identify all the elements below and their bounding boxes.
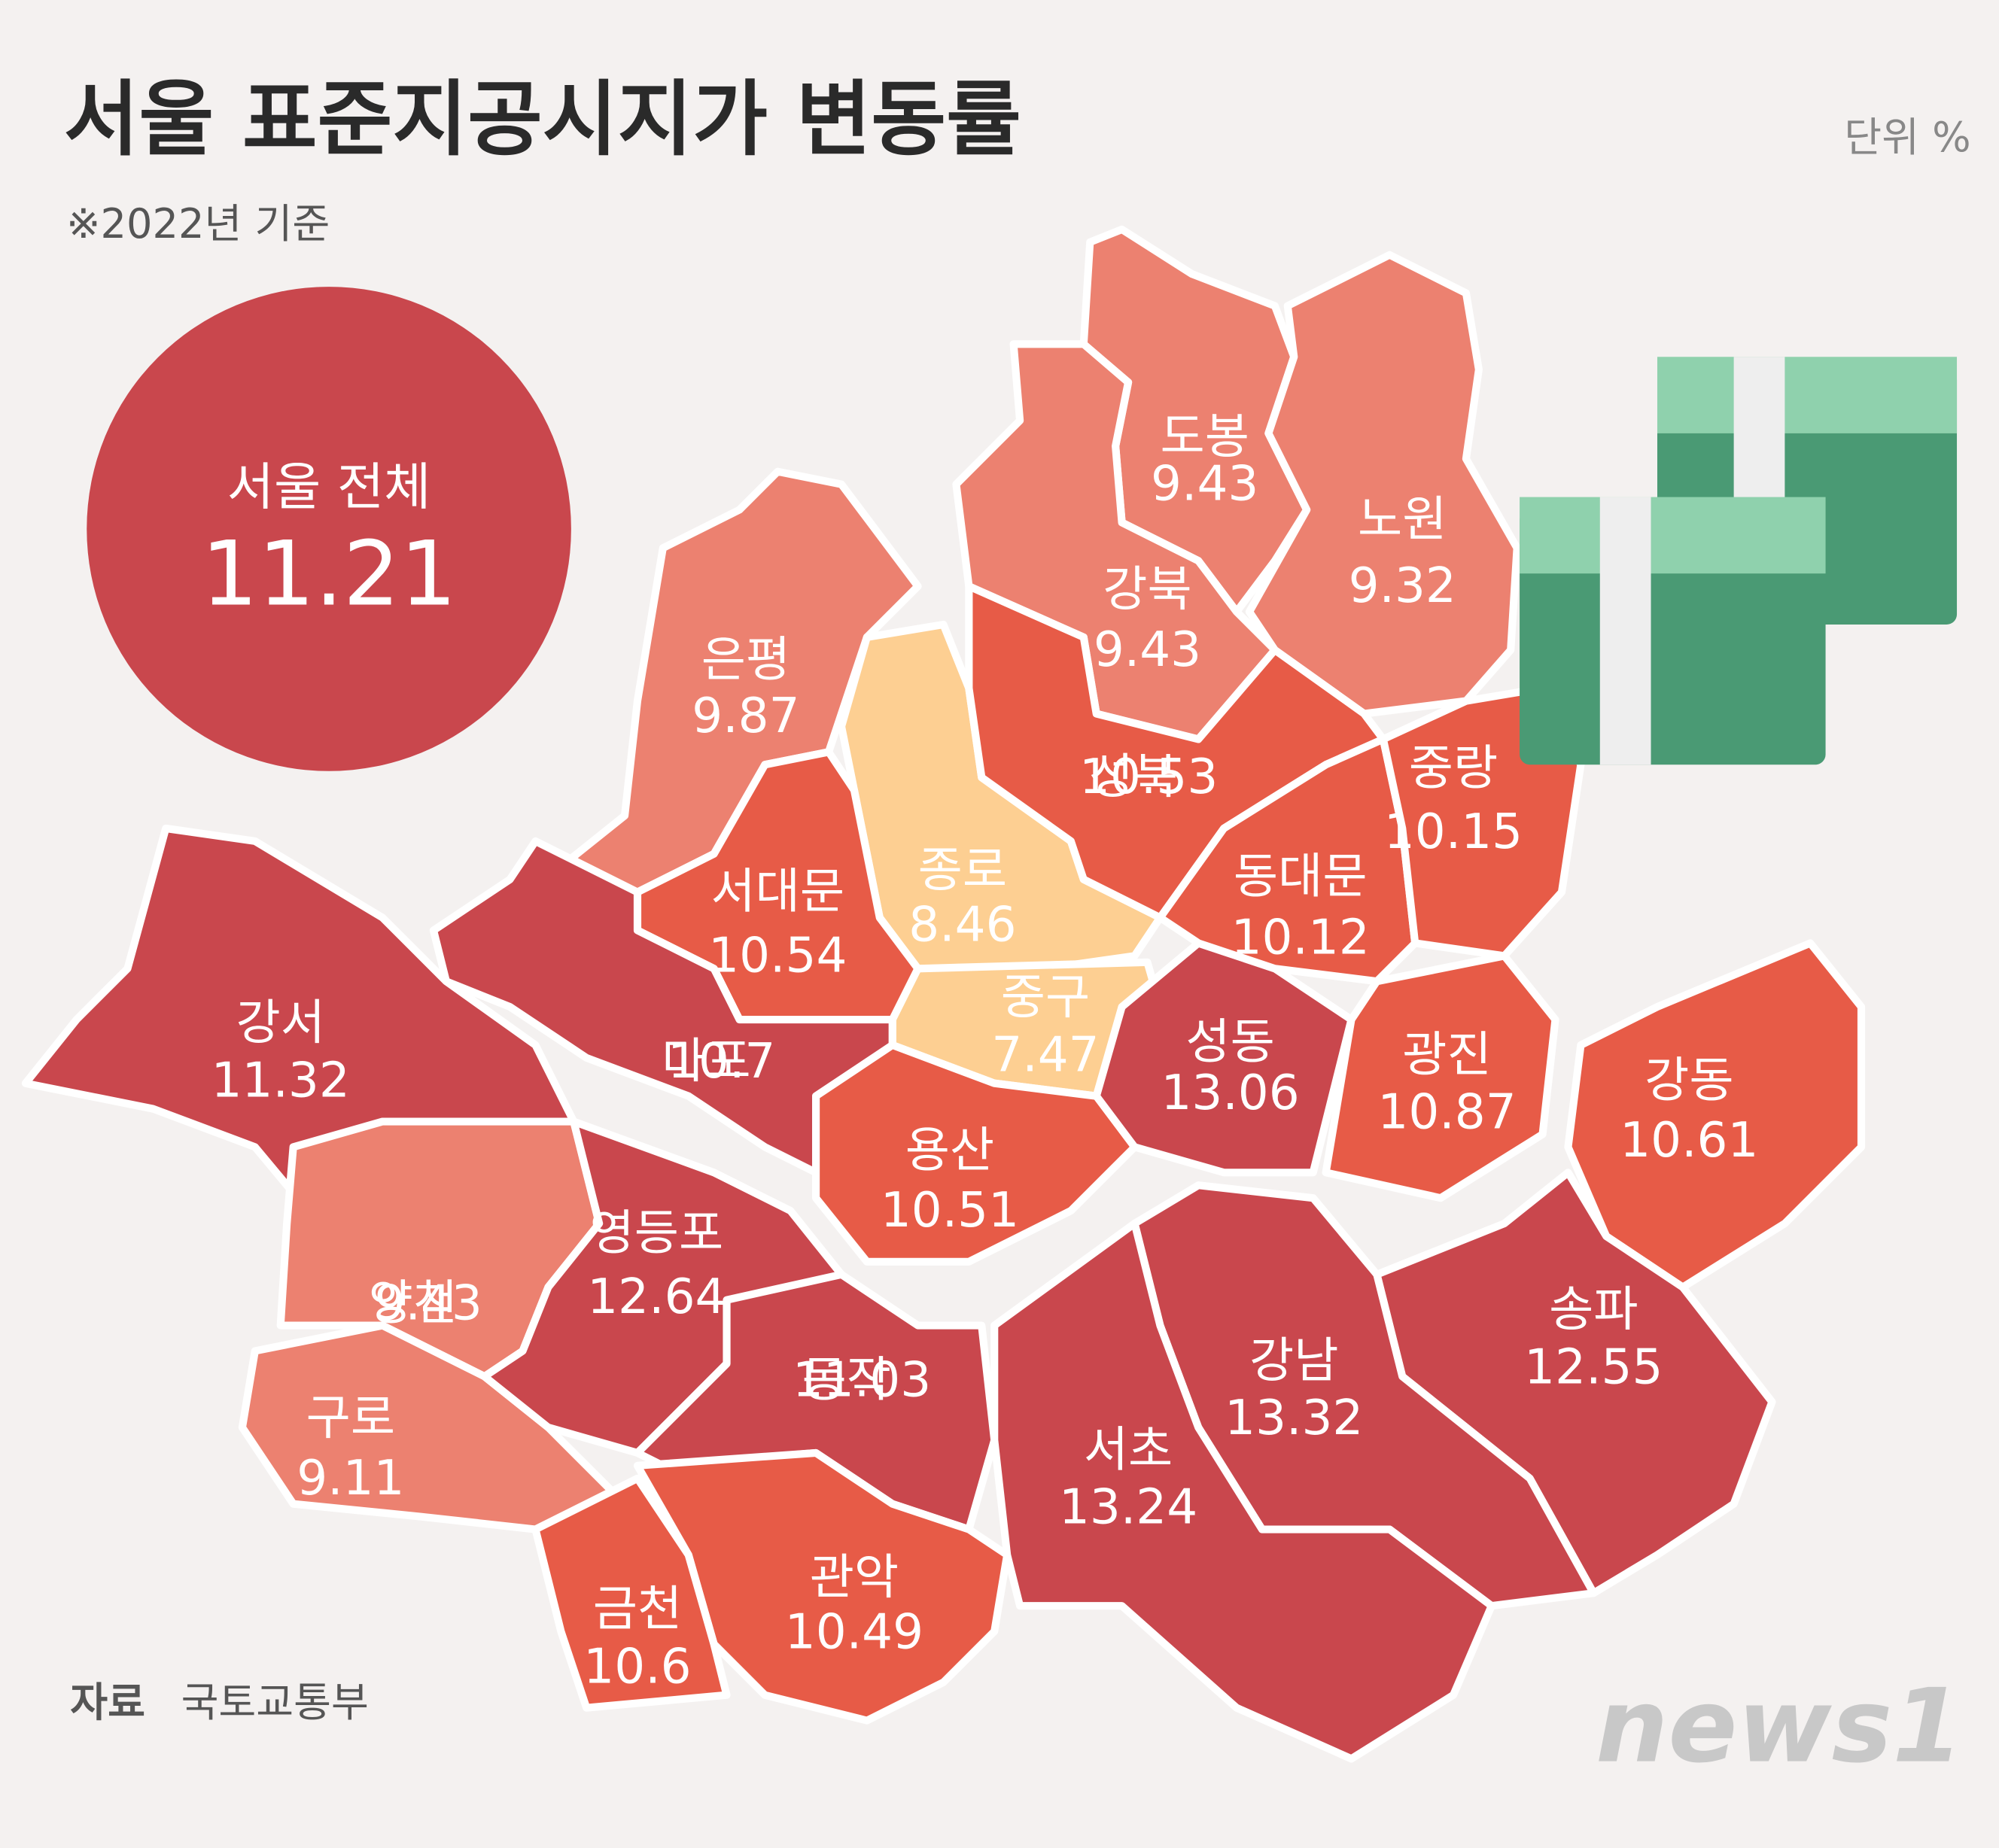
district-name: 서대문 xyxy=(710,864,844,920)
district-value: 10.49 xyxy=(785,1604,923,1661)
note: ※2022년 기준 xyxy=(66,200,330,248)
district-value: 10.53 xyxy=(1079,749,1218,805)
district-name: 마포 xyxy=(662,1033,750,1090)
district-value: 9.87 xyxy=(692,688,799,744)
district-value: 11.32 xyxy=(211,1052,350,1108)
district-name: 강동 xyxy=(1645,1052,1733,1108)
source-label: 자료 xyxy=(70,1679,145,1726)
district xyxy=(531,1474,731,1712)
district-value: 9.43 xyxy=(1094,622,1201,678)
money-icon xyxy=(1520,357,1958,765)
district xyxy=(1322,952,1559,1202)
district-value: 10.12 xyxy=(1231,910,1370,966)
district-name: 금천 xyxy=(593,1581,682,1637)
district-value: 13.24 xyxy=(1059,1479,1197,1536)
district-name: 동작 xyxy=(802,1351,891,1408)
district-name: 성북 xyxy=(1089,749,1178,805)
district-name: 관악 xyxy=(810,1549,899,1606)
source: 국토교통부 xyxy=(181,1679,369,1726)
overall-label: 서울 전체 xyxy=(227,457,431,517)
district-name: 용산 xyxy=(905,1122,994,1178)
district-value: 12.55 xyxy=(1524,1339,1663,1395)
district-name: 중랑 xyxy=(1409,740,1498,796)
district-name: 노원 xyxy=(1358,491,1447,548)
overall-value: 11.21 xyxy=(201,521,456,625)
district-value: 7.47 xyxy=(991,1026,1099,1083)
logo: news1 xyxy=(1596,1667,1963,1786)
district-name: 도봉 xyxy=(1160,409,1249,465)
title: 서울 표준지공시지가 변동률 xyxy=(64,71,1021,167)
district-value: 13.32 xyxy=(1225,1390,1363,1446)
district-value: 9.43 xyxy=(375,1275,482,1332)
district-value: 9.32 xyxy=(1349,558,1456,614)
district-name: 성동 xyxy=(1185,1014,1274,1070)
district-name: 은평 xyxy=(701,631,790,688)
district xyxy=(812,1041,1139,1266)
district-value: 11.03 xyxy=(793,1351,931,1408)
district-value: 10.15 xyxy=(1384,804,1523,860)
district-name: 송파 xyxy=(1549,1281,1638,1338)
district-value: 10.87 xyxy=(1377,1084,1516,1141)
district-value: 12.64 xyxy=(587,1269,726,1325)
district-value: 10.54 xyxy=(708,927,847,983)
district-value: 10.6 xyxy=(583,1638,691,1695)
district-map: 도봉9.43노원9.32강북9.43은평9.87종로8.46중구7.47성북10… xyxy=(21,225,1866,1763)
district xyxy=(1564,939,1866,1291)
overall-circle xyxy=(87,287,571,771)
district-name: 광진 xyxy=(1402,1026,1491,1083)
district-value: 10.7 xyxy=(668,1033,775,1090)
district-name: 강남 xyxy=(1249,1333,1338,1389)
district-name: 중구 xyxy=(1001,969,1090,1026)
district-name: 종로 xyxy=(918,842,1007,898)
district-value: 9.43 xyxy=(1151,456,1258,512)
district-value: 9.11 xyxy=(297,1450,404,1506)
district-value: 8.46 xyxy=(908,897,1016,953)
district-name: 강북 xyxy=(1103,561,1191,618)
district xyxy=(990,1219,1495,1763)
district-value: 10.51 xyxy=(881,1182,1019,1239)
district-name: 구로 xyxy=(306,1390,395,1446)
district-value: 10.61 xyxy=(1620,1112,1758,1169)
district-name: 서초 xyxy=(1084,1422,1173,1479)
district-name: 영등포 xyxy=(590,1205,724,1262)
district-name: 강서 xyxy=(236,995,324,1051)
district-name: 동대문 xyxy=(1234,848,1368,904)
unit: 단위 % xyxy=(1844,114,1970,161)
district-name: 양천 xyxy=(369,1275,458,1332)
district-value: 13.06 xyxy=(1161,1065,1299,1121)
